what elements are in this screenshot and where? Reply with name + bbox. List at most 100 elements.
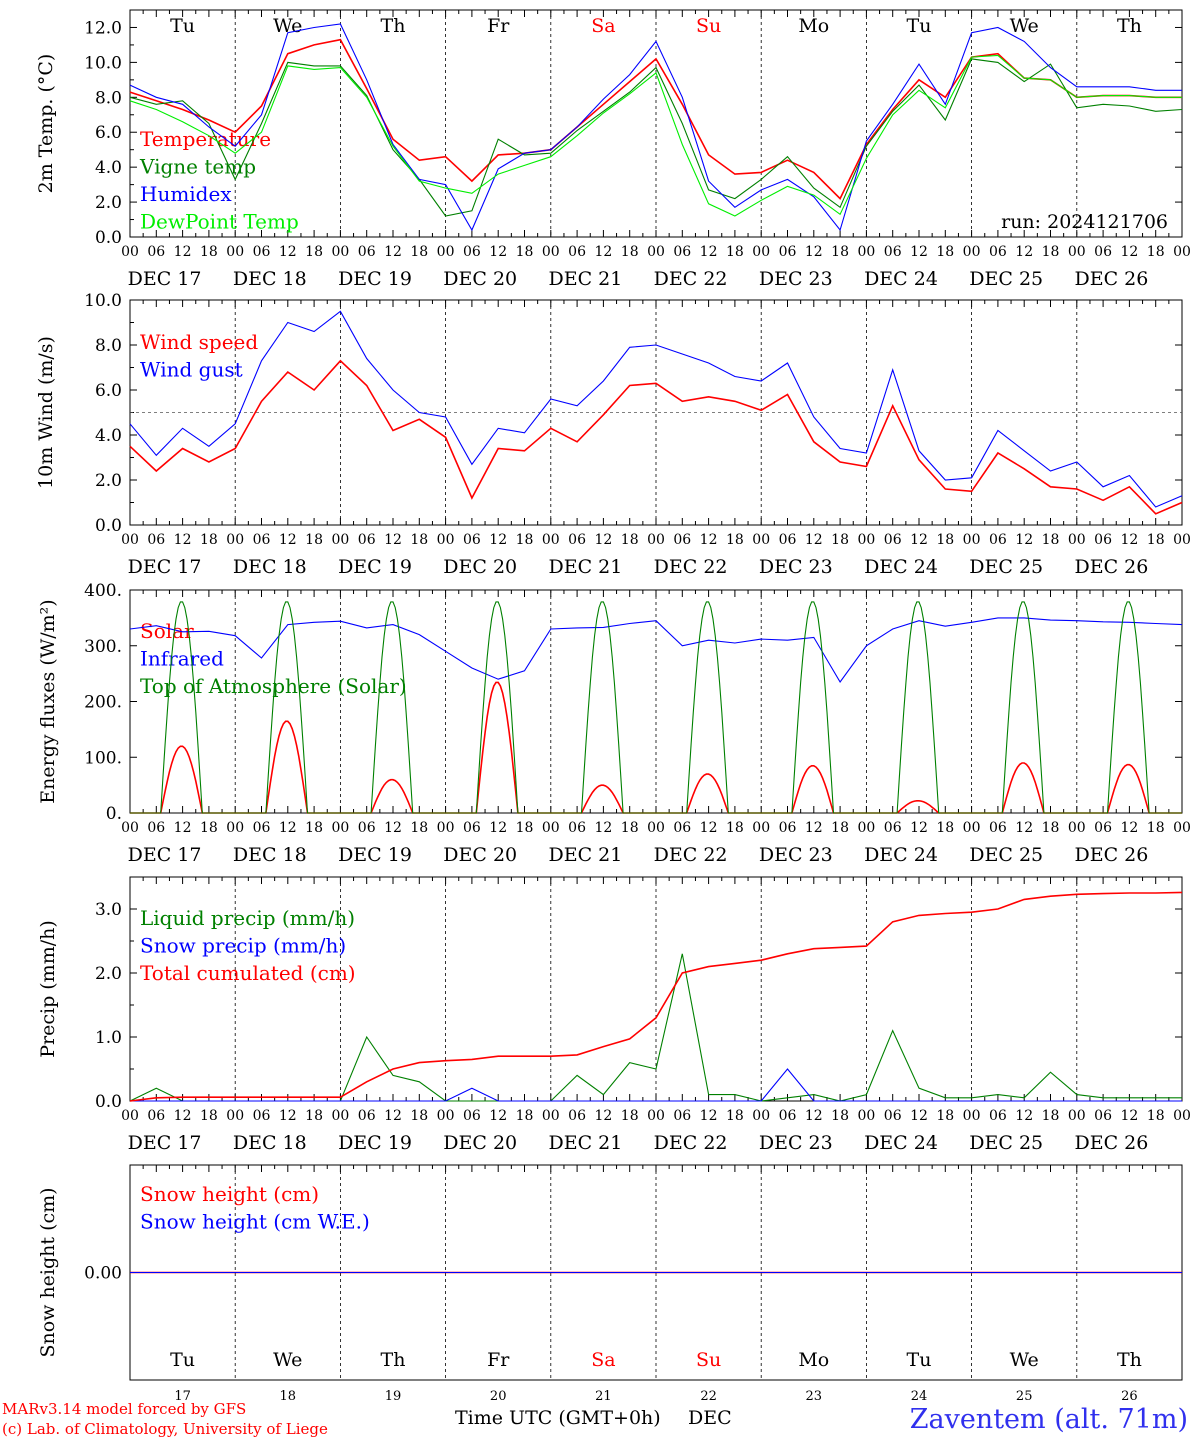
hour-label: 12 xyxy=(1015,820,1033,836)
hour-label: 18 xyxy=(621,820,639,836)
hour-label: 18 xyxy=(200,532,218,548)
hour-label: 00 xyxy=(647,244,665,260)
hour-label: 18 xyxy=(1147,1108,1165,1124)
day-name-label: Tu xyxy=(907,15,932,37)
date-label: DEC 17 xyxy=(128,556,202,578)
hour-label: 00 xyxy=(647,532,665,548)
y-tick-label: 100. xyxy=(84,748,122,768)
hour-label: 00 xyxy=(121,532,139,548)
date-label: DEC 23 xyxy=(759,844,833,866)
date-label: DEC 26 xyxy=(1074,556,1148,578)
footer-model-line: MARv3.14 model forced by GFS xyxy=(2,1400,246,1418)
hour-label: 06 xyxy=(358,532,376,548)
hour-label: 00 xyxy=(226,244,244,260)
hour-label: 06 xyxy=(358,820,376,836)
hour-label: 18 xyxy=(1042,532,1060,548)
hour-label: 18 xyxy=(726,1108,744,1124)
date-label: DEC 19 xyxy=(338,556,412,578)
date-label: DEC 22 xyxy=(654,268,728,290)
hour-label: 12 xyxy=(594,532,612,548)
station-label: Zaventem (alt. 71m) xyxy=(910,1404,1188,1435)
date-label: DEC 22 xyxy=(654,844,728,866)
hour-label: 00 xyxy=(752,532,770,548)
day-name-label: Sa xyxy=(591,15,615,37)
hour-label: 18 xyxy=(200,1108,218,1124)
day-name-label: Su xyxy=(696,1349,721,1371)
hour-label: 06 xyxy=(884,244,902,260)
legend-entry: Snow height (cm W.E.) xyxy=(140,1210,370,1234)
hour-label: 06 xyxy=(358,244,376,260)
hour-label: 18 xyxy=(1147,244,1165,260)
date-label: DEC 24 xyxy=(864,268,938,290)
hour-label: 06 xyxy=(673,532,691,548)
date-label: DEC 19 xyxy=(338,1132,412,1154)
day-number-label: 22 xyxy=(700,1389,717,1404)
y-tick-label: 6.0 xyxy=(95,123,122,143)
hour-label: 00 xyxy=(331,532,349,548)
y-axis-label: 2m Temp. (°C) xyxy=(35,54,57,194)
hour-label: 00 xyxy=(121,1108,139,1124)
hour-label: 12 xyxy=(910,532,928,548)
hour-label: 06 xyxy=(779,820,797,836)
y-axis-label: 10m Wind (m/s) xyxy=(35,336,57,489)
hour-label: 00 xyxy=(963,532,981,548)
hour-label: 00 xyxy=(1068,1108,1086,1124)
hour-label: 06 xyxy=(884,1108,902,1124)
hour-label: 00 xyxy=(437,244,455,260)
y-tick-label: 400. xyxy=(84,581,122,601)
hour-label: 12 xyxy=(805,1108,823,1124)
hour-label: 18 xyxy=(516,1108,534,1124)
hour-label: 06 xyxy=(1094,244,1112,260)
hour-label: 06 xyxy=(147,532,165,548)
y-axis-label: Energy fluxes (W/m²) xyxy=(37,599,59,803)
hour-label: 18 xyxy=(831,532,849,548)
hour-label: 18 xyxy=(305,244,323,260)
date-label: DEC 19 xyxy=(338,268,412,290)
day-number-label: 25 xyxy=(1016,1389,1033,1404)
date-label: DEC 20 xyxy=(443,268,517,290)
hour-label: 18 xyxy=(516,820,534,836)
date-label: DEC 24 xyxy=(864,844,938,866)
hour-label: 12 xyxy=(489,244,507,260)
date-label: DEC 25 xyxy=(969,844,1043,866)
day-name-label: Th xyxy=(381,1349,406,1371)
hour-label: 12 xyxy=(910,1108,928,1124)
hour-label: 12 xyxy=(594,820,612,836)
hour-label: 06 xyxy=(147,820,165,836)
y-tick-label: 1.0 xyxy=(95,1028,122,1048)
legend-entry: Total cumulated (cm) xyxy=(140,961,356,985)
series-line xyxy=(129,617,1183,684)
hour-label: 18 xyxy=(305,532,323,548)
hour-label: 00 xyxy=(437,532,455,548)
hour-label: 06 xyxy=(463,244,481,260)
date-label: DEC 20 xyxy=(443,1132,517,1154)
hour-label: 06 xyxy=(147,1108,165,1124)
hour-label: 06 xyxy=(989,820,1007,836)
hour-label: 00 xyxy=(331,1108,349,1124)
hour-label: 06 xyxy=(568,532,586,548)
hour-label: 12 xyxy=(489,532,507,548)
y-tick-label: 12.0 xyxy=(84,18,122,38)
hour-label: 12 xyxy=(384,1108,402,1124)
hour-label: 18 xyxy=(1042,820,1060,836)
date-label: DEC 26 xyxy=(1074,1132,1148,1154)
series-line xyxy=(130,601,1182,814)
hour-label: 00 xyxy=(542,1108,560,1124)
day-number-label: 26 xyxy=(1121,1389,1138,1404)
day-name-label: Fr xyxy=(487,1349,510,1371)
date-label: DEC 26 xyxy=(1074,844,1148,866)
date-label: DEC 18 xyxy=(233,556,307,578)
hour-label: 06 xyxy=(884,820,902,836)
hour-label: 00 xyxy=(331,244,349,260)
hour-label: 06 xyxy=(779,532,797,548)
run-label: run: 2024121706 xyxy=(1001,211,1168,233)
day-name-label: Tu xyxy=(907,1349,932,1371)
day-name-label: We xyxy=(1010,1349,1039,1371)
panel-4: 0.0 1.0 2.0 3.0 Precip (mm/h) 00 06 12 18 DEC 17 0… xyxy=(37,876,1191,1154)
hour-label: 06 xyxy=(989,532,1007,548)
hour-label: 00 xyxy=(226,532,244,548)
hour-label: 06 xyxy=(253,820,271,836)
legend-entry: Wind speed xyxy=(140,330,258,354)
hour-label: 00 xyxy=(1173,820,1191,836)
hour-label: 00 xyxy=(857,532,875,548)
